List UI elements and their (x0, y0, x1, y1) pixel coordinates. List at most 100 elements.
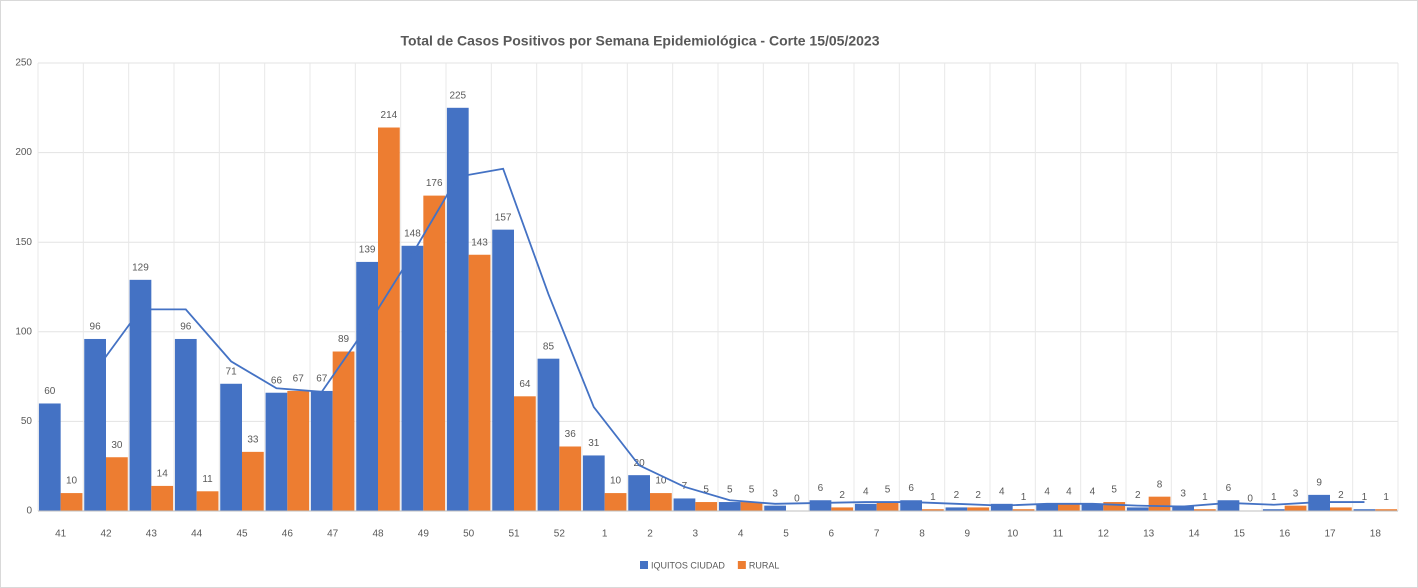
bar (151, 485, 174, 511)
data-label: 5 (703, 485, 709, 496)
x-tick-label: 42 (100, 529, 112, 540)
data-label: 0 (794, 494, 800, 505)
bar (537, 358, 560, 511)
bar (174, 338, 197, 511)
data-label: 6 (1226, 483, 1232, 494)
bar (1353, 509, 1376, 511)
y-tick-label: 250 (15, 58, 32, 69)
data-label: 36 (565, 429, 577, 440)
data-label: 3 (1293, 488, 1299, 499)
bar (356, 261, 378, 511)
data-label: 4 (863, 486, 869, 497)
bar (1081, 503, 1104, 511)
bar (582, 455, 605, 511)
bar (831, 507, 854, 511)
x-tick-label: 13 (1143, 529, 1155, 540)
bar (1148, 496, 1171, 511)
data-label: 1 (1202, 492, 1208, 503)
data-label: 157 (495, 212, 512, 223)
bar (854, 503, 877, 511)
data-label: 2 (975, 490, 981, 501)
x-tick-label: 3 (693, 529, 699, 540)
bar (1172, 505, 1194, 511)
data-label: 1 (1271, 492, 1277, 503)
bar (559, 446, 582, 511)
x-tick-label: 7 (874, 529, 880, 540)
x-tick-label: 47 (327, 529, 339, 540)
bar (650, 493, 672, 511)
bar (628, 475, 650, 511)
bar (265, 392, 288, 511)
data-label: 96 (180, 322, 192, 333)
bar (1058, 503, 1080, 511)
bar (1012, 509, 1035, 511)
x-tick-label: 41 (55, 529, 67, 540)
bar (514, 396, 536, 511)
x-tick-label: 43 (146, 529, 158, 540)
bar (401, 245, 424, 511)
x-tick-label: 44 (191, 529, 203, 540)
x-tick-label: 6 (829, 529, 835, 540)
bar (604, 493, 627, 511)
data-label: 0 (1247, 494, 1253, 505)
bar (809, 500, 832, 511)
x-tick-label: 2 (647, 529, 653, 540)
bar (1217, 500, 1240, 511)
data-label: 5 (727, 485, 733, 496)
bar (287, 390, 310, 511)
bar (220, 383, 242, 511)
bar (945, 507, 968, 511)
x-tick-label: 1 (602, 529, 608, 540)
chart-title: Total de Casos Positivos por Semana Epid… (400, 33, 879, 49)
data-label: 10 (66, 476, 78, 487)
data-label: 225 (449, 90, 466, 101)
x-tick-label: 15 (1234, 529, 1246, 540)
x-tick-label: 18 (1370, 529, 1382, 540)
data-label: 6 (818, 483, 824, 494)
x-tick-label: 12 (1098, 529, 1110, 540)
data-label: 10 (655, 476, 667, 487)
data-label: 3 (1180, 488, 1186, 499)
x-tick-label: 14 (1188, 529, 1200, 540)
bar (1194, 509, 1216, 511)
data-label: 3 (772, 488, 778, 499)
bar (446, 107, 469, 512)
data-label: 8 (1157, 479, 1163, 490)
data-label: 4 (1090, 486, 1096, 497)
data-label: 89 (338, 334, 350, 345)
data-label: 10 (610, 476, 622, 487)
data-label: 214 (381, 110, 398, 121)
data-label: 11 (202, 474, 213, 485)
x-tick-label: 48 (372, 529, 384, 540)
bar (990, 503, 1013, 511)
y-tick-label: 0 (26, 506, 32, 517)
data-label: 176 (426, 178, 443, 189)
x-tick-label: 11 (1053, 529, 1064, 540)
data-label: 1 (1383, 492, 1389, 503)
data-label: 1 (1021, 492, 1027, 503)
data-label: 96 (90, 322, 102, 333)
data-label: 14 (157, 469, 169, 480)
bar (378, 127, 400, 512)
data-label: 5 (885, 485, 891, 496)
bar (900, 500, 922, 511)
bar (1284, 505, 1307, 511)
data-label: 85 (543, 341, 555, 352)
bar (1375, 509, 1398, 511)
data-label: 143 (471, 237, 488, 248)
data-label: 2 (954, 490, 960, 501)
data-label: 2 (839, 490, 845, 501)
legend-label: IQUITOS CIUDAD (651, 560, 725, 570)
data-label: 67 (316, 374, 328, 385)
bar (1103, 502, 1126, 511)
bar (492, 229, 514, 511)
trendline (94, 167, 1365, 508)
bar (129, 279, 152, 511)
data-label: 5 (1111, 485, 1117, 496)
data-label: 139 (359, 245, 376, 256)
bar (332, 351, 355, 511)
data-label: 71 (226, 366, 238, 377)
bar (310, 390, 333, 511)
data-label: 2 (1135, 490, 1141, 501)
